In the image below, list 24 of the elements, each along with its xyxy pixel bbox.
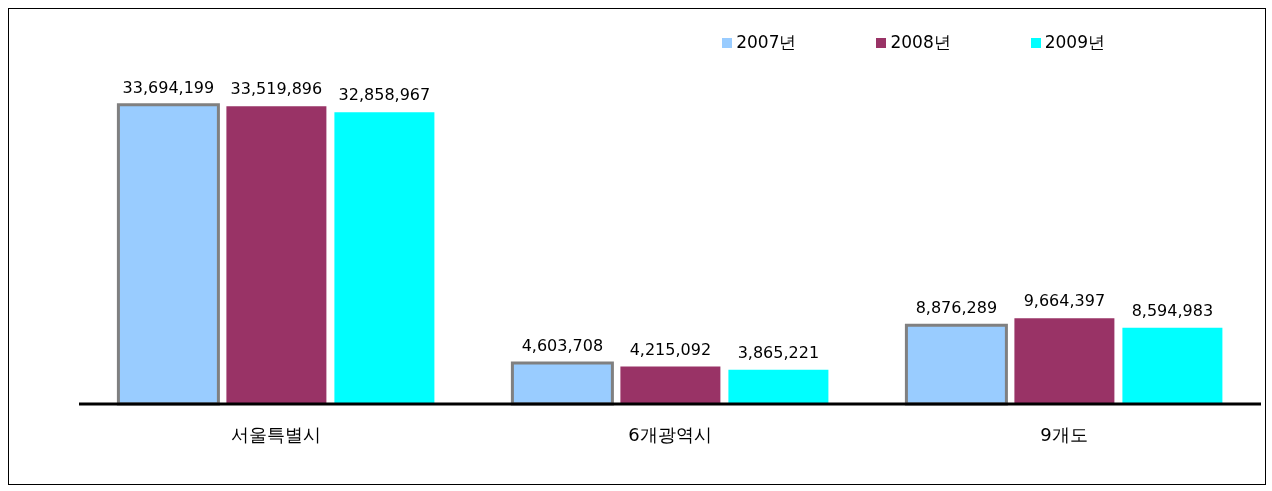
data-label: 9,664,397 — [1023, 291, 1106, 311]
data-label: 33,694,199 — [122, 77, 215, 97]
data-label: 8,594,983 — [1131, 300, 1214, 320]
data-label: 3,865,221 — [737, 342, 820, 362]
legend-label: 2008년 — [890, 32, 951, 52]
bar — [728, 369, 829, 404]
legend-label: 2009년 — [1044, 32, 1105, 52]
bar — [904, 323, 1008, 406]
data-label: 4,215,092 — [629, 339, 712, 359]
x-tick-label: 9개도 — [1040, 423, 1088, 445]
data-label: 4,603,708 — [521, 336, 604, 356]
bar — [620, 366, 721, 404]
bar — [1122, 327, 1223, 404]
bar — [226, 106, 327, 404]
x-tick-label: 6개광역시 — [628, 423, 712, 445]
legend-label: 2007년 — [736, 32, 797, 52]
x-tick-label: 서울특별시 — [231, 423, 321, 445]
data-label: 32,858,967 — [338, 85, 431, 105]
bar — [1014, 318, 1115, 404]
bar — [510, 361, 614, 406]
data-label: 8,876,289 — [915, 298, 998, 318]
data-label: 33,519,896 — [230, 79, 323, 99]
bar — [116, 103, 220, 406]
bar — [334, 112, 435, 404]
